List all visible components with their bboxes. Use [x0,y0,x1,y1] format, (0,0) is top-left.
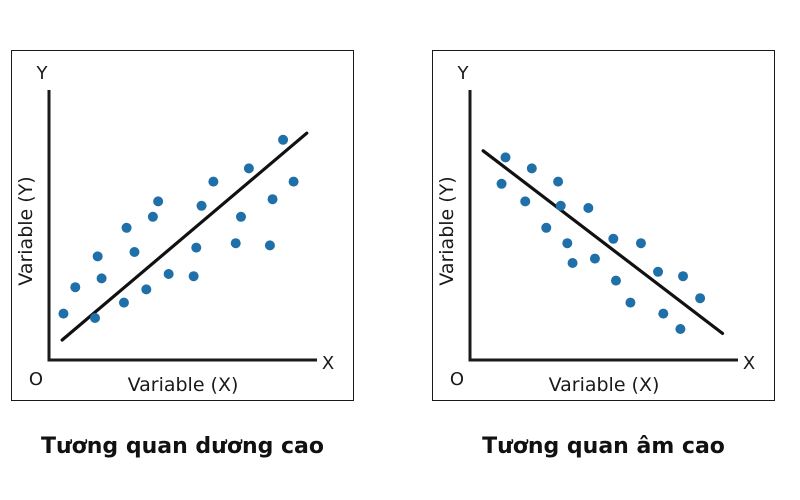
data-point [695,293,706,304]
data-point [70,282,81,293]
positive-correlation-caption: Tương quan dương cao [40,434,325,459]
negative-correlation-caption: Tương quan âm cao [482,434,725,459]
data-point [267,194,278,205]
data-point [555,200,566,211]
data-point [129,247,140,257]
data-point [153,196,164,207]
data-point [583,203,594,213]
data-point [121,222,132,233]
data-point [553,176,564,187]
data-point [118,297,129,308]
y-axis-letter: Y [36,63,49,84]
data-point [278,134,289,145]
data-point [567,258,578,268]
x-axis-title: Variable (X) [549,374,660,396]
data-point [562,238,573,249]
x-axis-letter: X [322,353,334,374]
trend-line [481,149,725,335]
data-point [90,313,101,323]
data-point [658,308,669,319]
positive-correlation-chart-panel: Y X O Variable (X) Variable (Y) [11,50,354,401]
data-point [191,242,202,253]
y-axis-title: Variable (Y) [436,176,458,285]
data-point [608,233,619,244]
data-point [58,308,69,319]
data-point [147,211,158,222]
data-point [675,324,686,334]
data-point [520,196,531,207]
negative-correlation-chart-panel: Y X O Variable (X) Variable (Y) [432,50,775,401]
data-point [496,178,507,189]
x-axis-title: Variable (X) [128,374,239,396]
x-axis-letter: X [743,353,755,374]
data-point [625,297,636,308]
data-point [96,273,107,284]
data-point [196,200,207,211]
data-point [243,163,254,174]
y-axis-title: Variable (Y) [15,176,37,285]
data-point [235,211,246,222]
data-point [589,253,600,264]
data-point [230,238,241,249]
data-point [610,275,621,286]
data-point [653,266,664,277]
positive-correlation-chart: Y X O Variable (X) Variable (Y) [15,63,334,396]
data-point [288,176,299,187]
data-point [526,163,537,174]
origin-label: O [29,369,43,390]
data-point [635,238,646,249]
data-point [92,251,103,262]
data-point [163,269,174,279]
y-axis-letter: Y [457,63,470,84]
data-point [264,240,275,251]
negative-correlation-chart: Y X O Variable (X) Variable (Y) [436,63,755,396]
data-point [678,271,689,282]
data-point [541,222,552,233]
trend-line [60,131,309,342]
origin-label: O [450,369,464,390]
data-point [208,176,219,187]
data-point [500,152,511,163]
data-point [141,284,152,295]
data-point [188,271,199,282]
